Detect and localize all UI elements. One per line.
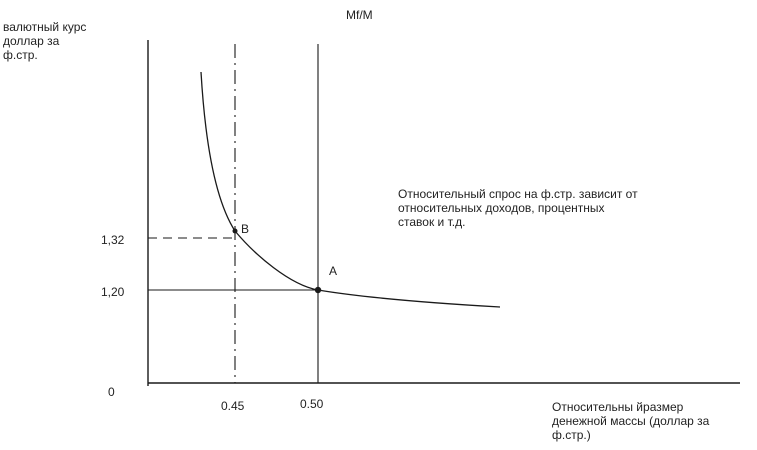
y-axis-title: валютный курс доллар за ф.стр. — [3, 20, 87, 62]
point-b-marker — [232, 228, 238, 234]
point-a-marker — [314, 286, 322, 294]
demand-curve — [200, 71, 501, 308]
y-tick-132: 1,32 — [101, 233, 125, 247]
y-tick-120: 1,20 — [101, 285, 125, 299]
point-b-label: B — [241, 222, 250, 236]
top-label: Mf/M — [346, 8, 373, 22]
x-tick-050: 0.50 — [300, 397, 324, 411]
x-axis-title: Относительны йразмер денежной массы (дол… — [552, 400, 710, 442]
x-tick-045: 0.45 — [221, 399, 245, 413]
demand-annotation: Относительный спрос на ф.стр. зависит от… — [398, 187, 638, 229]
origin-label: 0 — [108, 385, 115, 399]
point-a-label: A — [329, 264, 338, 278]
